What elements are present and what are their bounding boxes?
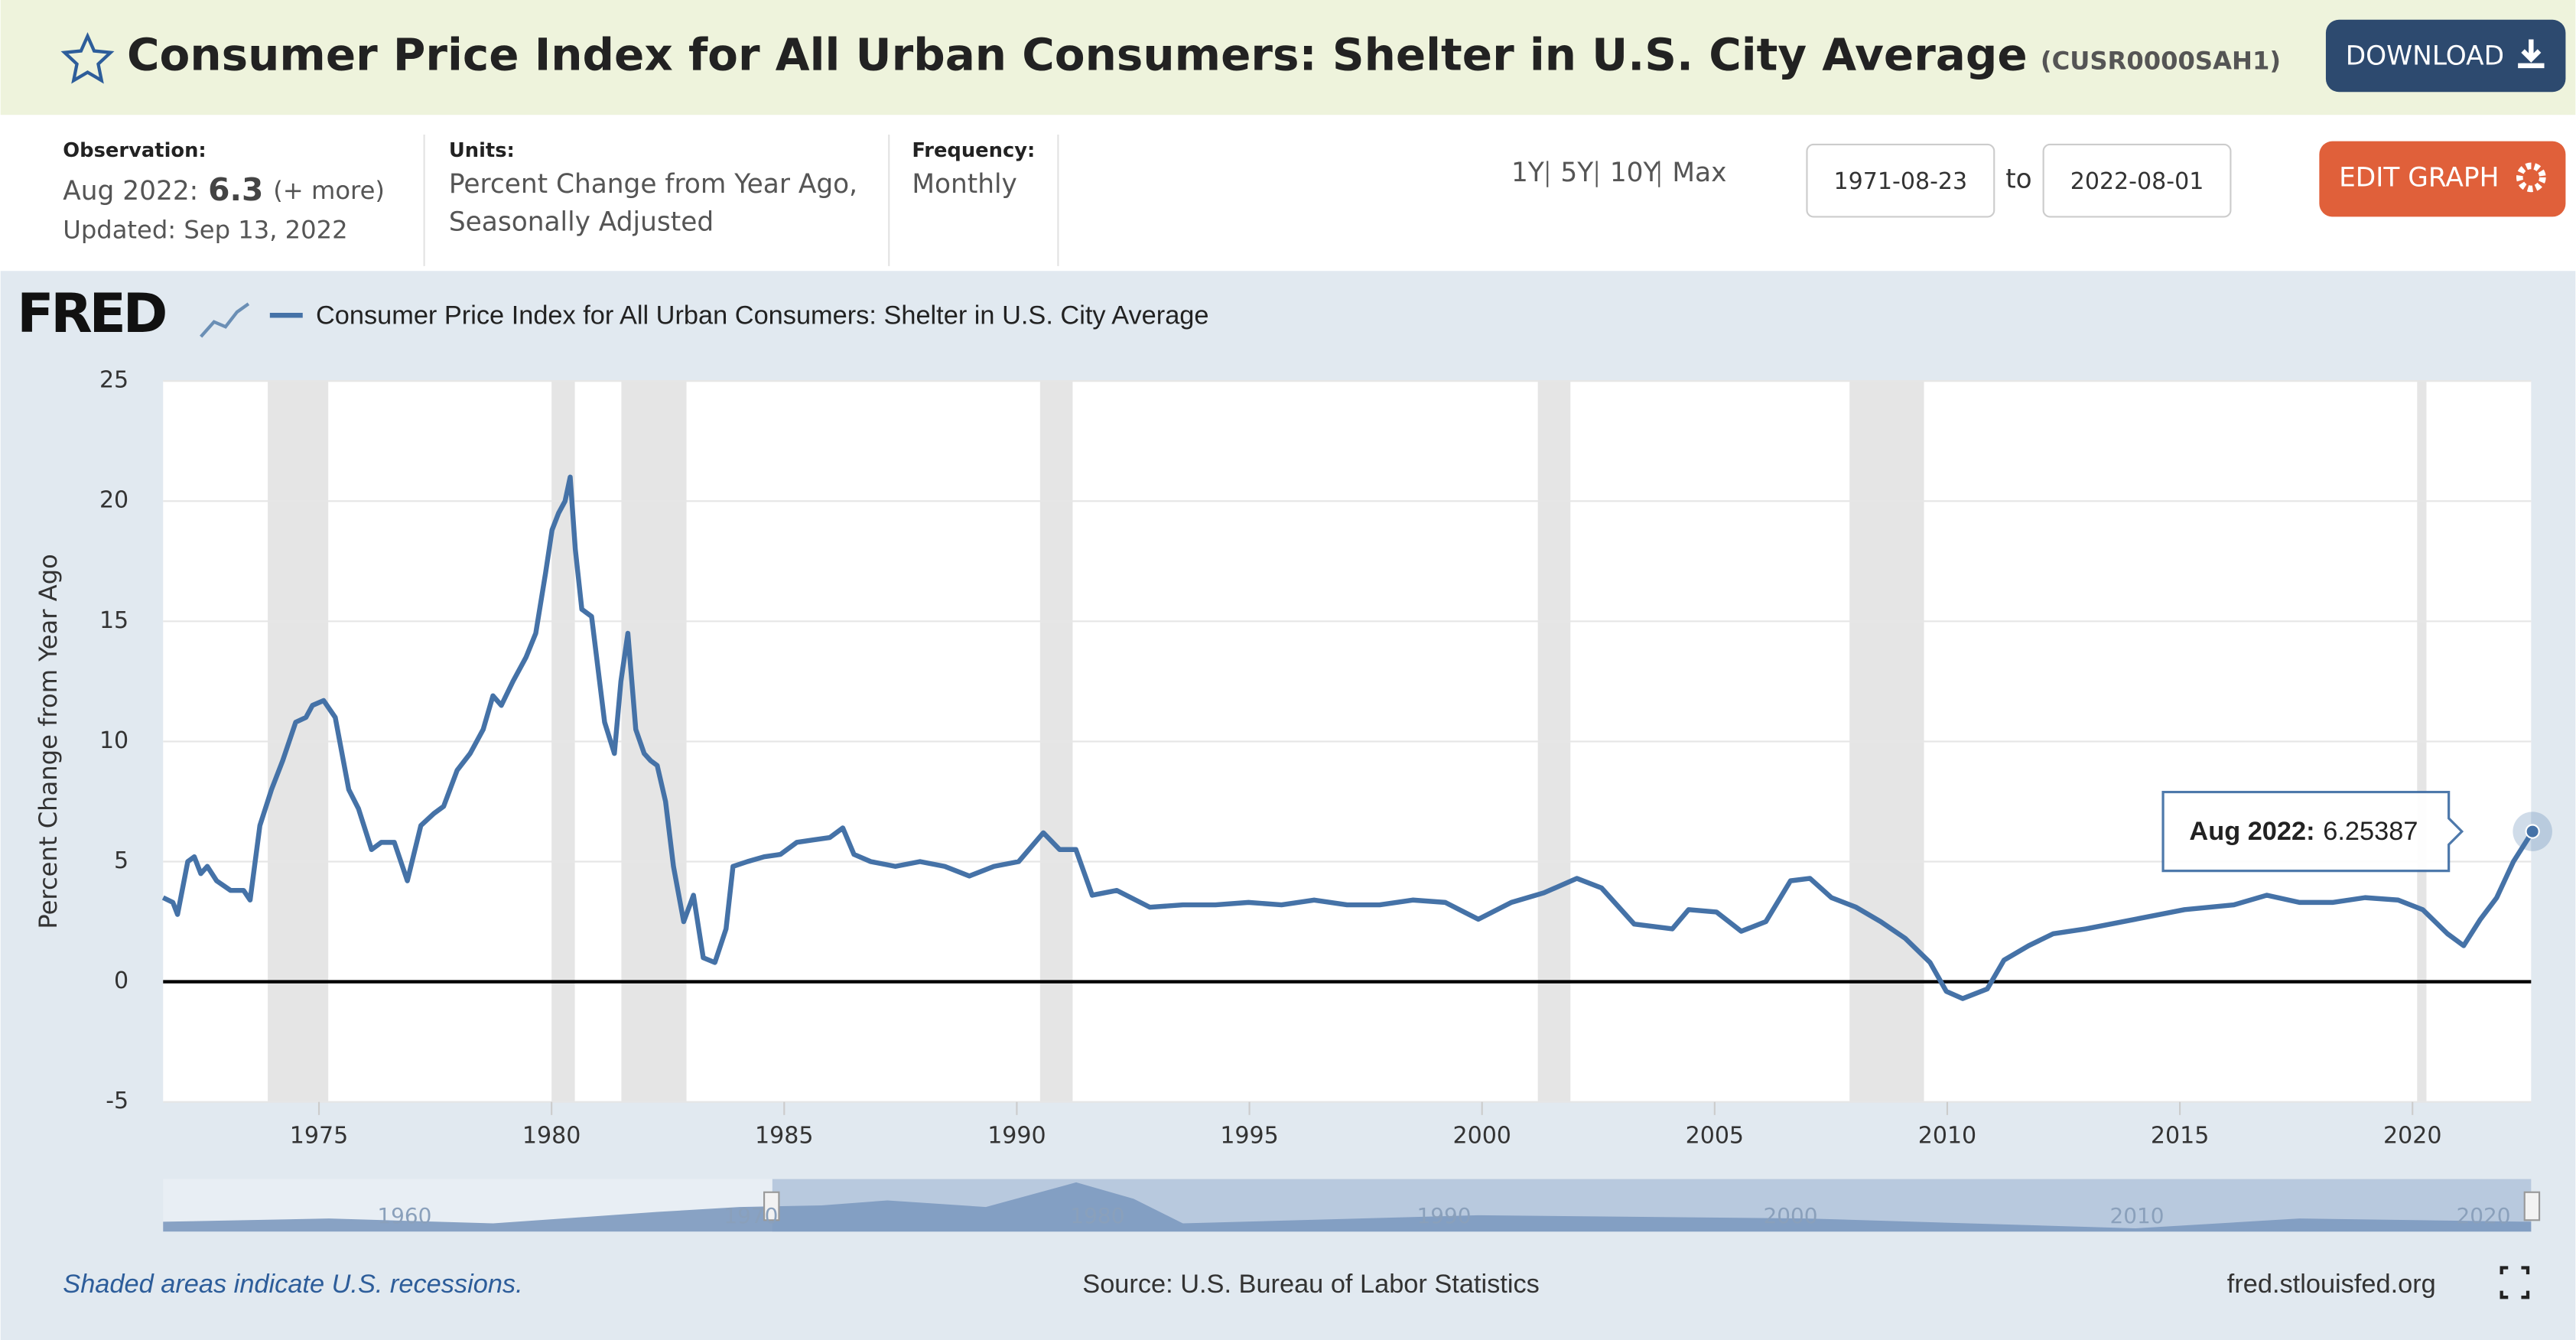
navigator-label: 1960: [377, 1203, 431, 1228]
navigator-label: 2000: [1763, 1203, 1817, 1228]
navigator-area: [163, 1182, 2532, 1232]
units-label: Units:: [449, 139, 515, 162]
units-line: Percent Change from Year Ago,: [449, 169, 857, 200]
observation-label: Observation:: [63, 139, 206, 162]
navigator-selection[interactable]: [772, 1179, 2532, 1232]
more-link[interactable]: (+ more): [273, 176, 385, 205]
ui: Consumer Price Index for All Urban Consu…: [17, 28, 2504, 1299]
y-tick-label: 10: [99, 727, 128, 754]
x-tick-label: 1985: [755, 1122, 813, 1149]
observation-date: Aug 2022:: [63, 176, 198, 207]
updated: Updated: Sep 13, 2022: [63, 216, 347, 245]
x-tick-label: 2020: [2383, 1122, 2441, 1149]
tooltip-label: Aug 2022:: [2189, 817, 2314, 846]
observation: Aug 2022: 6.3 (+ more): [63, 171, 385, 208]
x-tick-label: 2000: [1452, 1122, 1511, 1149]
y-tick-label: 15: [99, 607, 128, 634]
hover-point: [2525, 824, 2540, 839]
range-button[interactable]: Max: [1672, 158, 1726, 188]
x-tick-label: 1980: [522, 1122, 581, 1149]
date-from-input[interactable]: [1806, 143, 1995, 218]
page-title: Consumer Price Index for All Urban Consu…: [127, 28, 2028, 80]
legend-label: Consumer Price Index for All Urban Consu…: [316, 301, 1209, 330]
tooltip-value: 6.25387: [2323, 817, 2418, 846]
date-to-input[interactable]: [2042, 143, 2232, 218]
fullscreen-icon[interactable]: [2500, 1266, 2530, 1299]
navigator-handle[interactable]: [2523, 1191, 2541, 1221]
y-tick-label: 0: [114, 968, 128, 994]
source: Source: U.S. Bureau of Labor Statistics: [1082, 1270, 1540, 1299]
x-tick-label: 1990: [987, 1122, 1046, 1149]
navigator-label: 2020: [2457, 1203, 2511, 1228]
navigator-label: 1970: [724, 1203, 778, 1228]
navigator-handle[interactable]: [763, 1191, 780, 1221]
header-bar: [0, 0, 2576, 115]
date-to: 2022-08-01: [2070, 168, 2204, 195]
x-tick-label: 1975: [290, 1122, 348, 1149]
y-tick-label: 25: [99, 367, 128, 394]
plot: -5 0 5 10 15 20 25 1975 1980 1985 1990 1995 2000 2005…: [99, 367, 2552, 1228]
edit-graph-button[interactable]: [2319, 141, 2566, 217]
navigator-label: 2010: [2110, 1203, 2165, 1228]
download-icon: [2518, 39, 2545, 69]
series-line: [161, 474, 2535, 1001]
tooltip-box: [2161, 790, 2464, 873]
recession-note: Shaded areas indicate U.S. recessions.: [63, 1270, 522, 1299]
favorite-star[interactable]: [60, 31, 115, 84]
x-tick-label: 2005: [1686, 1122, 1744, 1149]
x-tick-label: 1995: [1220, 1122, 1278, 1149]
site-link: fred.stlouisfed.org: [2227, 1270, 2436, 1299]
range-button[interactable]: 10Y: [1610, 158, 1660, 188]
edit-graph-label: EDIT GRAPH: [2339, 163, 2499, 194]
x-tick-label: 2010: [1918, 1122, 1976, 1149]
date-to-word: to: [2005, 164, 2031, 195]
y-tick-label: -5: [106, 1088, 128, 1114]
tooltip: Aug 2022: 6.25387: [2189, 817, 2418, 846]
navigator-label: 1980: [1070, 1203, 1124, 1228]
gear-icon: [2516, 162, 2546, 193]
date-from: 1971-08-23: [1834, 168, 1968, 195]
y-tick-label: 5: [114, 847, 128, 874]
y-axis-label: Percent Change from Year Ago: [34, 554, 63, 929]
frequency-label: Frequency:: [912, 139, 1035, 162]
series-id: (CUSR0000SAH1): [2041, 47, 2281, 76]
observation-value: 6.3: [208, 171, 263, 208]
logo-icon: [200, 302, 250, 338]
frequency: Monthly: [912, 169, 1017, 200]
logo: FRED: [17, 281, 165, 345]
range-button[interactable]: 5Y: [1560, 158, 1594, 188]
navigator-label: 1990: [1416, 1203, 1471, 1228]
x-tick-label: 2015: [2151, 1122, 2209, 1149]
units-line: Seasonally Adjusted: [449, 207, 714, 238]
download-button[interactable]: [2325, 19, 2566, 93]
range-button[interactable]: 1Y: [1511, 158, 1545, 188]
download-label: DOWNLOAD: [2346, 41, 2504, 72]
y-tick-label: 20: [99, 487, 128, 514]
